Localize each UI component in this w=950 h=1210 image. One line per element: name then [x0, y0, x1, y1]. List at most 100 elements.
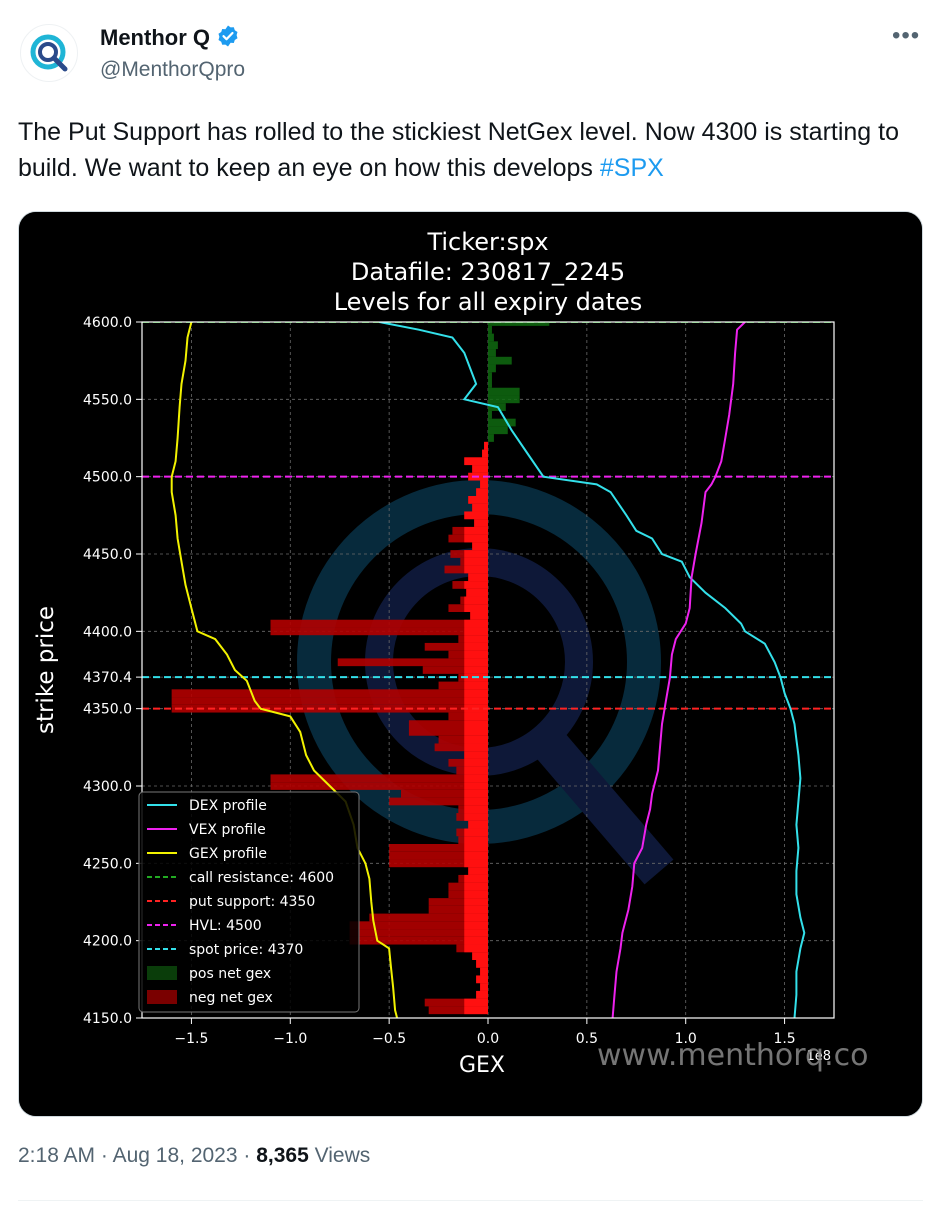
- tweet-date[interactable]: Aug 18, 2023: [112, 1144, 238, 1167]
- neg-net-gex-bar: [434, 743, 488, 752]
- x-tick-label: −1.5: [174, 1031, 208, 1047]
- neg-net-gex-core: [464, 596, 488, 605]
- neg-net-gex-core: [464, 550, 488, 558]
- neg-net-gex-core: [464, 859, 488, 868]
- neg-net-gex-core: [476, 960, 488, 968]
- neg-net-gex-bar: [349, 936, 488, 945]
- neg-net-gex-core: [480, 967, 488, 976]
- neg-net-gex-bar: [270, 774, 488, 783]
- neg-net-gex-bar: [401, 789, 488, 798]
- neg-net-gex-bar: [408, 720, 488, 728]
- y-tick-label: 4350.0: [83, 702, 132, 718]
- tweet-media[interactable]: Ticker:spx Datafile: 230817_2245 Levels fo…: [18, 211, 923, 1117]
- author-avatar[interactable]: [20, 24, 78, 82]
- neg-net-gex-core: [468, 867, 488, 875]
- pos-net-gex-bar: [488, 395, 520, 404]
- neg-net-gex-bar: [424, 998, 488, 1007]
- neg-net-gex-core: [464, 921, 488, 930]
- neg-net-gex-core: [464, 697, 488, 705]
- neg-net-gex-bar: [171, 697, 488, 705]
- tweet-body: The Put Support has rolled to the sticki…: [18, 118, 899, 182]
- meta-separator: ·: [100, 1144, 108, 1167]
- pos-net-gex-bar: [488, 341, 498, 350]
- neg-net-gex-core: [464, 898, 488, 906]
- neg-net-gex-core: [464, 650, 488, 659]
- x-tick-label: 1.5: [773, 1031, 795, 1047]
- neg-net-gex-core: [464, 735, 488, 744]
- legend-label: VEX profile: [189, 822, 266, 838]
- neg-net-gex-core: [464, 913, 488, 922]
- menthorq-logo-icon: [30, 34, 68, 72]
- neg-net-gex-bar: [369, 913, 488, 922]
- y-tick-label: 4250.0: [83, 856, 132, 872]
- chart-title-line: Datafile: 230817_2245: [351, 258, 625, 286]
- neg-net-gex-core: [470, 612, 488, 620]
- x-tick-label: −0.5: [372, 1031, 406, 1047]
- neg-net-gex-core: [464, 457, 488, 466]
- neg-net-gex-bar: [428, 898, 488, 906]
- tweet-time[interactable]: 2:18 AM: [18, 1144, 96, 1167]
- legend-label: spot price: 4370: [189, 942, 303, 958]
- neg-net-gex-core: [464, 944, 488, 953]
- neg-net-gex-core: [464, 905, 488, 914]
- neg-net-gex-core: [464, 766, 488, 775]
- x-tick-label: −1.0: [273, 1031, 307, 1047]
- chart-legend: DEX profile VEX profile GEX profile call re…: [138, 791, 360, 1013]
- hashtag-link[interactable]: #SPX: [599, 154, 664, 182]
- neg-net-gex-core: [464, 836, 488, 844]
- y-tick-label: 4450.0: [83, 547, 132, 563]
- chart-title-line: Levels for all expiry dates: [334, 288, 643, 316]
- pos-net-gex-bar: [488, 426, 508, 435]
- neg-net-gex-core: [464, 797, 488, 806]
- neg-net-gex-core: [464, 658, 488, 667]
- neg-net-gex-core: [472, 542, 488, 551]
- profile-line: [611, 322, 746, 1018]
- neg-net-gex-core: [464, 789, 488, 798]
- watermark-text: www.menthorq.co: [597, 1038, 868, 1073]
- neg-net-gex-core: [464, 929, 488, 937]
- legend-label: DEX profile: [189, 798, 267, 814]
- author-name[interactable]: Menthor Q: [100, 24, 240, 51]
- neg-net-gex-bar: [270, 619, 488, 628]
- neg-net-gex-bar: [349, 929, 488, 937]
- neg-net-gex-core: [472, 465, 488, 473]
- neg-net-gex-core: [468, 573, 488, 582]
- author-handle[interactable]: @MenthorQpro: [100, 58, 246, 81]
- meta-separator: ·: [243, 1144, 251, 1167]
- neg-net-gex-core: [464, 743, 488, 752]
- neg-net-gex-core: [482, 449, 488, 458]
- legend-label: call resistance: 4600: [189, 870, 334, 886]
- pos-net-gex-bar: [488, 322, 550, 326]
- neg-net-gex-bar: [422, 666, 488, 674]
- neg-net-gex-bar: [389, 844, 488, 852]
- neg-net-gex-core: [466, 588, 488, 597]
- profile-line: [170, 322, 399, 1018]
- neg-net-gex-core: [464, 720, 488, 728]
- neg-net-gex-core: [464, 534, 488, 543]
- x-axis-label: GEX: [459, 1053, 505, 1078]
- pos-net-gex-bar: [488, 333, 494, 342]
- neg-net-gex-core: [474, 519, 488, 527]
- neg-net-gex-core: [464, 689, 488, 698]
- tweet-text: The Put Support has rolled to the sticki…: [18, 114, 918, 186]
- neg-net-gex-core: [464, 774, 488, 783]
- pos-net-gex-bar: [488, 364, 496, 373]
- pos-net-gex-bar: [488, 325, 492, 334]
- neg-net-gex-core: [464, 828, 488, 837]
- more-options-icon[interactable]: •••: [892, 22, 921, 49]
- neg-net-gex-core: [464, 681, 488, 690]
- y-tick-label: 4300.0: [83, 779, 132, 795]
- neg-net-gex-bar: [438, 681, 488, 690]
- y-tick-label: 4600.0: [83, 315, 132, 331]
- watermark-tail: [524, 719, 674, 885]
- chart-title-line: Ticker:spx: [426, 228, 548, 256]
- neg-net-gex-bar: [438, 735, 488, 744]
- y-tick-label: 4500.0: [83, 470, 132, 486]
- neg-net-gex-bar: [337, 658, 488, 667]
- neg-net-gex-core: [464, 526, 488, 535]
- verified-badge-icon: [218, 25, 238, 47]
- neg-net-gex-bar: [171, 689, 488, 698]
- neg-net-gex-core: [468, 496, 488, 504]
- legend-label: neg net gex: [189, 990, 273, 1006]
- views-label: Views: [314, 1144, 371, 1167]
